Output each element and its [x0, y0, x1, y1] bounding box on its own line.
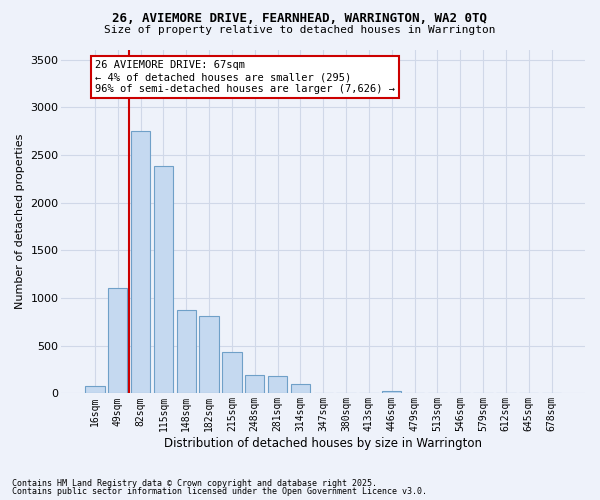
Bar — [154, 166, 173, 394]
Y-axis label: Number of detached properties: Number of detached properties — [15, 134, 25, 310]
Bar — [199, 316, 219, 394]
Bar — [176, 310, 196, 394]
Bar — [131, 131, 151, 394]
Text: 26, AVIEMORE DRIVE, FEARNHEAD, WARRINGTON, WA2 0TQ: 26, AVIEMORE DRIVE, FEARNHEAD, WARRINGTO… — [113, 12, 487, 26]
Bar — [85, 386, 104, 394]
Text: Size of property relative to detached houses in Warrington: Size of property relative to detached ho… — [104, 25, 496, 35]
Text: Contains HM Land Registry data © Crown copyright and database right 2025.: Contains HM Land Registry data © Crown c… — [12, 478, 377, 488]
Bar — [108, 288, 127, 394]
Text: Contains public sector information licensed under the Open Government Licence v3: Contains public sector information licen… — [12, 487, 427, 496]
Bar — [291, 384, 310, 394]
X-axis label: Distribution of detached houses by size in Warrington: Distribution of detached houses by size … — [164, 437, 482, 450]
Bar — [222, 352, 242, 394]
Bar — [382, 391, 401, 394]
Bar — [268, 376, 287, 394]
Bar — [245, 375, 265, 394]
Text: 26 AVIEMORE DRIVE: 67sqm
← 4% of detached houses are smaller (295)
96% of semi-d: 26 AVIEMORE DRIVE: 67sqm ← 4% of detache… — [95, 60, 395, 94]
